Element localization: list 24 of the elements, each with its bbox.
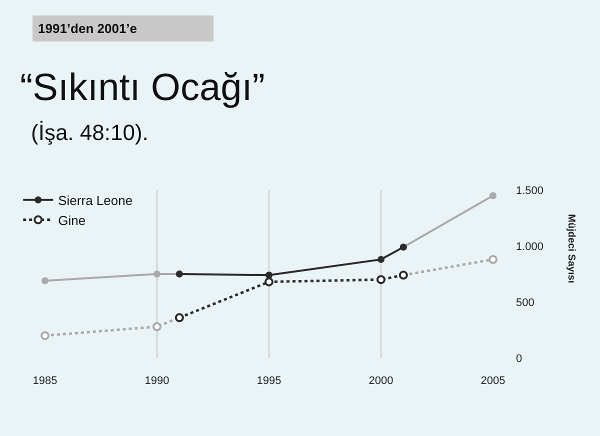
x-tick-label: 2005 (480, 375, 506, 387)
point (264, 277, 274, 286)
chart-title: “Sıkıntı Ocağı” (20, 67, 265, 109)
chart-subtitle: (İşa. 48:10). (31, 120, 148, 145)
y-axis-title: Müjdeci Sayısı (565, 214, 576, 284)
x-tick-label: 1990 (144, 375, 170, 387)
y-tick-label: 1.500 (516, 184, 544, 197)
x-tick-label: 1995 (256, 375, 282, 387)
point (152, 322, 162, 332)
point (490, 192, 496, 200)
point (376, 275, 386, 284)
y-tick-label: 0 (516, 352, 522, 365)
y-tick-label: 500 (516, 296, 534, 309)
x-tick-label: 2000 (368, 375, 394, 387)
text: 1991’den 2001’e (38, 21, 138, 36)
legend-label: Gine (58, 212, 86, 228)
point (42, 277, 48, 284)
point (154, 270, 160, 278)
point (488, 254, 498, 264)
x-tick-label: 1985 (32, 375, 58, 387)
point (40, 331, 50, 340)
legend-label: Sierra Leone (58, 192, 133, 208)
y-tick-label: 1.000 (516, 240, 544, 253)
point (378, 256, 384, 263)
